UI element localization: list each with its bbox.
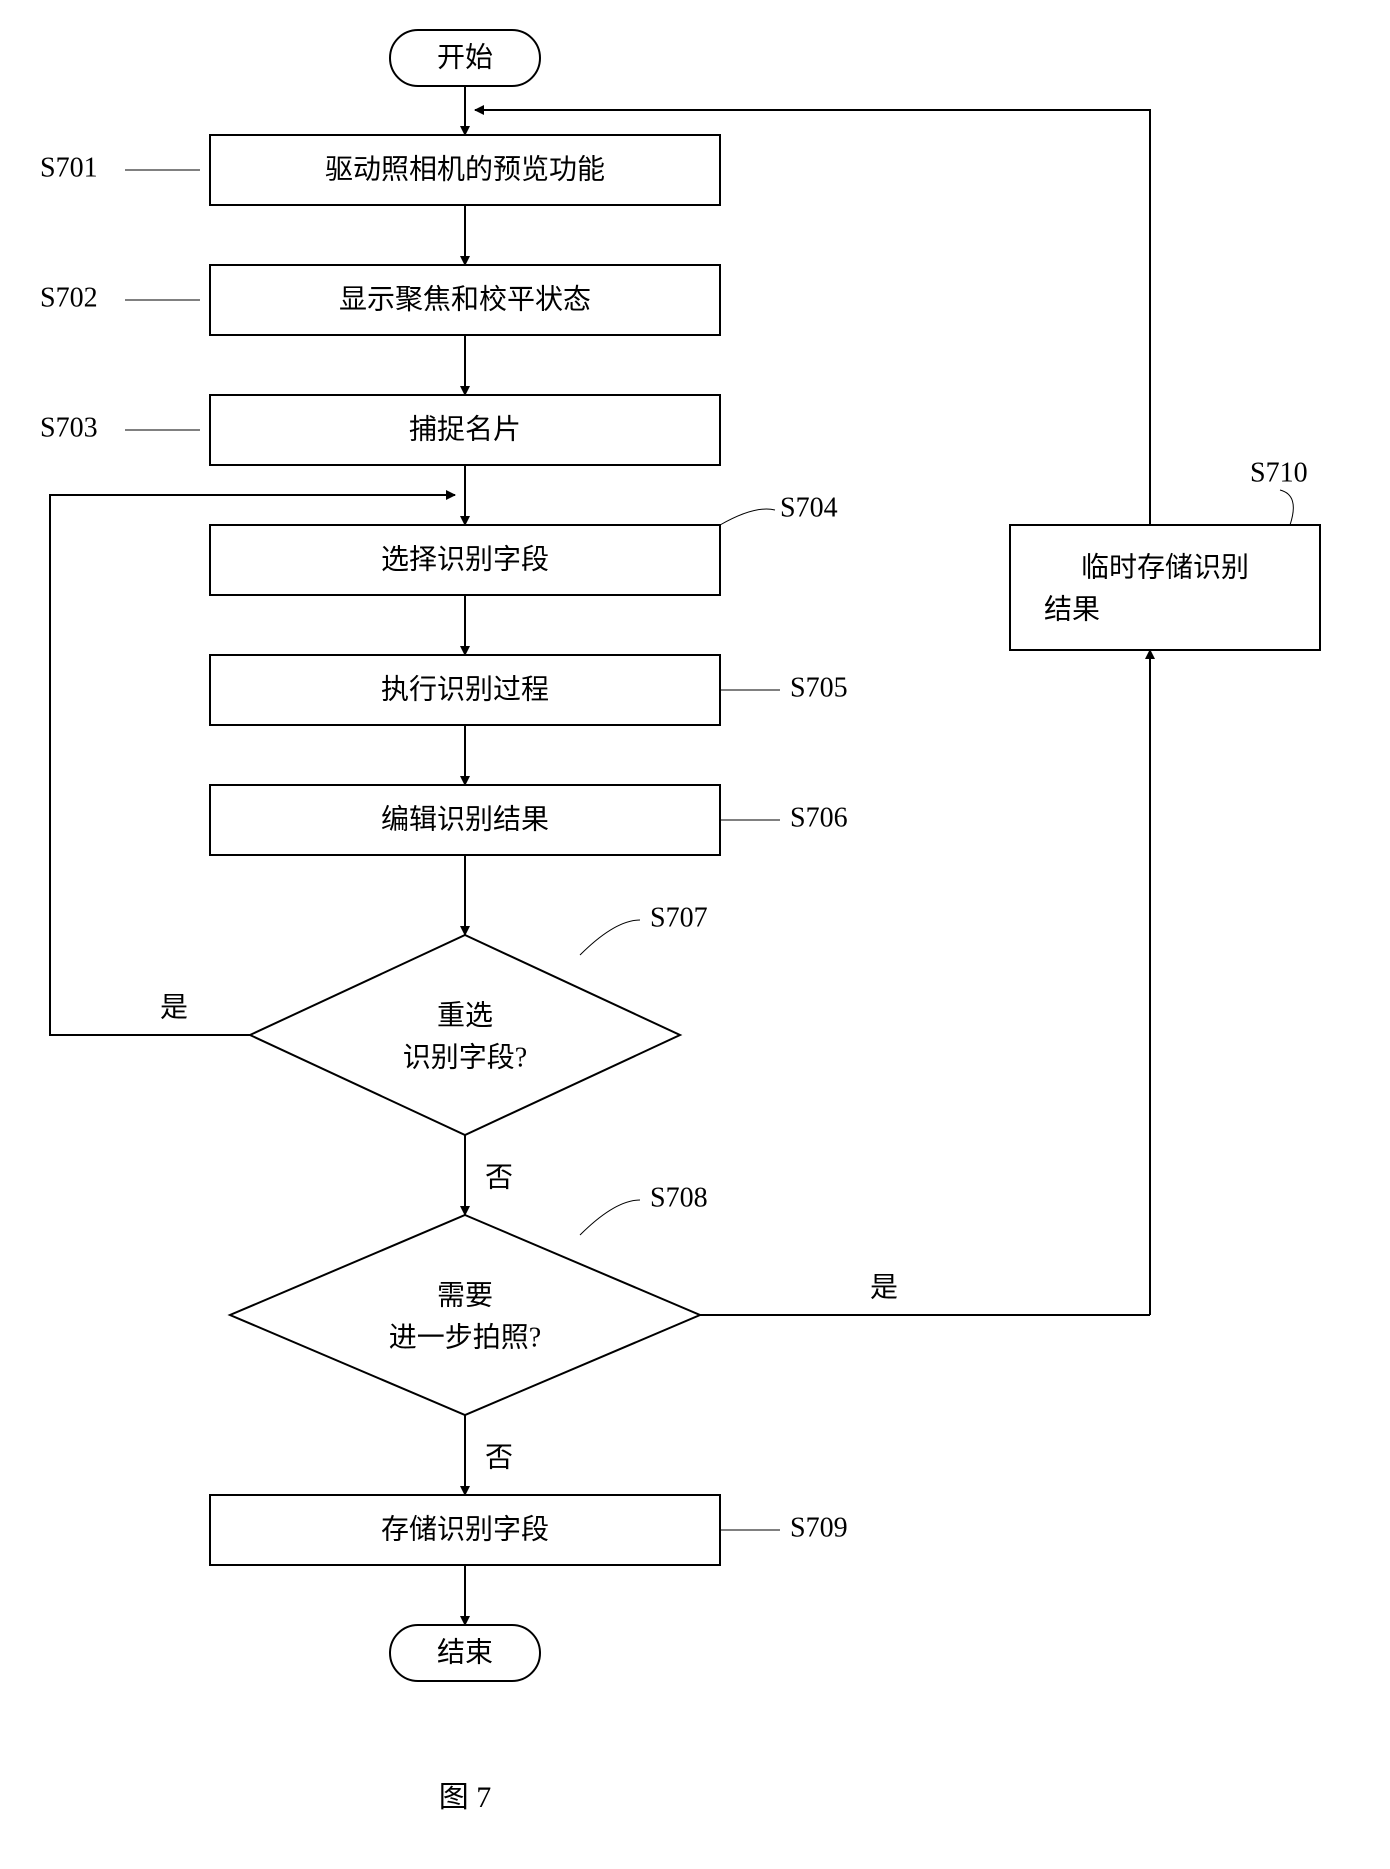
s707-text2: 识别字段? [403,1041,527,1073]
s701-label: S701 [40,152,98,183]
process-s704: 选择识别字段 [210,525,720,595]
process-s703: 捕捉名片 [210,395,720,465]
s709-text: 存储识别字段 [381,1513,549,1545]
s704-label: S704 [780,492,838,523]
s702-label: S702 [40,282,98,313]
s710-text2: 结果 [1044,593,1100,625]
s708-text2: 进一步拍照? [389,1321,541,1353]
decision-s707: 重选 识别字段? [250,935,680,1135]
process-s706: 编辑识别结果 [210,785,720,855]
s705-label: S705 [790,672,848,703]
terminal-start: 开始 [390,30,540,86]
process-s702: 显示聚焦和校平状态 [210,265,720,335]
s705-text: 执行识别过程 [381,673,549,705]
s702-text: 显示聚焦和校平状态 [339,283,591,315]
s708-no: 否 [485,1442,513,1473]
s703-label: S703 [40,412,98,443]
s701-text: 驱动照相机的预览功能 [325,153,605,185]
s708-label: S708 [650,1182,708,1213]
s707-text1: 重选 [437,999,493,1031]
figure-caption: 图 7 [439,1781,492,1814]
s706-label: S706 [790,802,848,833]
start-label: 开始 [437,41,493,73]
s709-label: S709 [790,1512,848,1543]
s710-text1: 临时存储识别 [1081,551,1249,583]
s707-label: S707 [650,902,708,933]
s710-label: S710 [1250,457,1308,488]
s707-no: 否 [485,1162,513,1193]
s704-text: 选择识别字段 [381,543,549,575]
decision-s708: 需要 进一步拍照? [230,1215,700,1415]
process-s710: 临时存储识别 结果 [1010,525,1320,650]
flowchart: 开始 驱动照相机的预览功能 S701 显示聚焦和校平状态 S702 捕捉名片 S… [0,0,1390,1869]
s703-text: 捕捉名片 [409,413,521,445]
s706-text: 编辑识别结果 [381,803,549,835]
s708-text1: 需要 [437,1280,493,1311]
s708-yes: 是 [870,1272,898,1303]
s707-yes: 是 [160,992,188,1023]
end-label: 结束 [437,1636,493,1668]
process-s705: 执行识别过程 [210,655,720,725]
process-s701: 驱动照相机的预览功能 [210,135,720,205]
process-s709: 存储识别字段 [210,1495,720,1565]
terminal-end: 结束 [390,1625,540,1681]
